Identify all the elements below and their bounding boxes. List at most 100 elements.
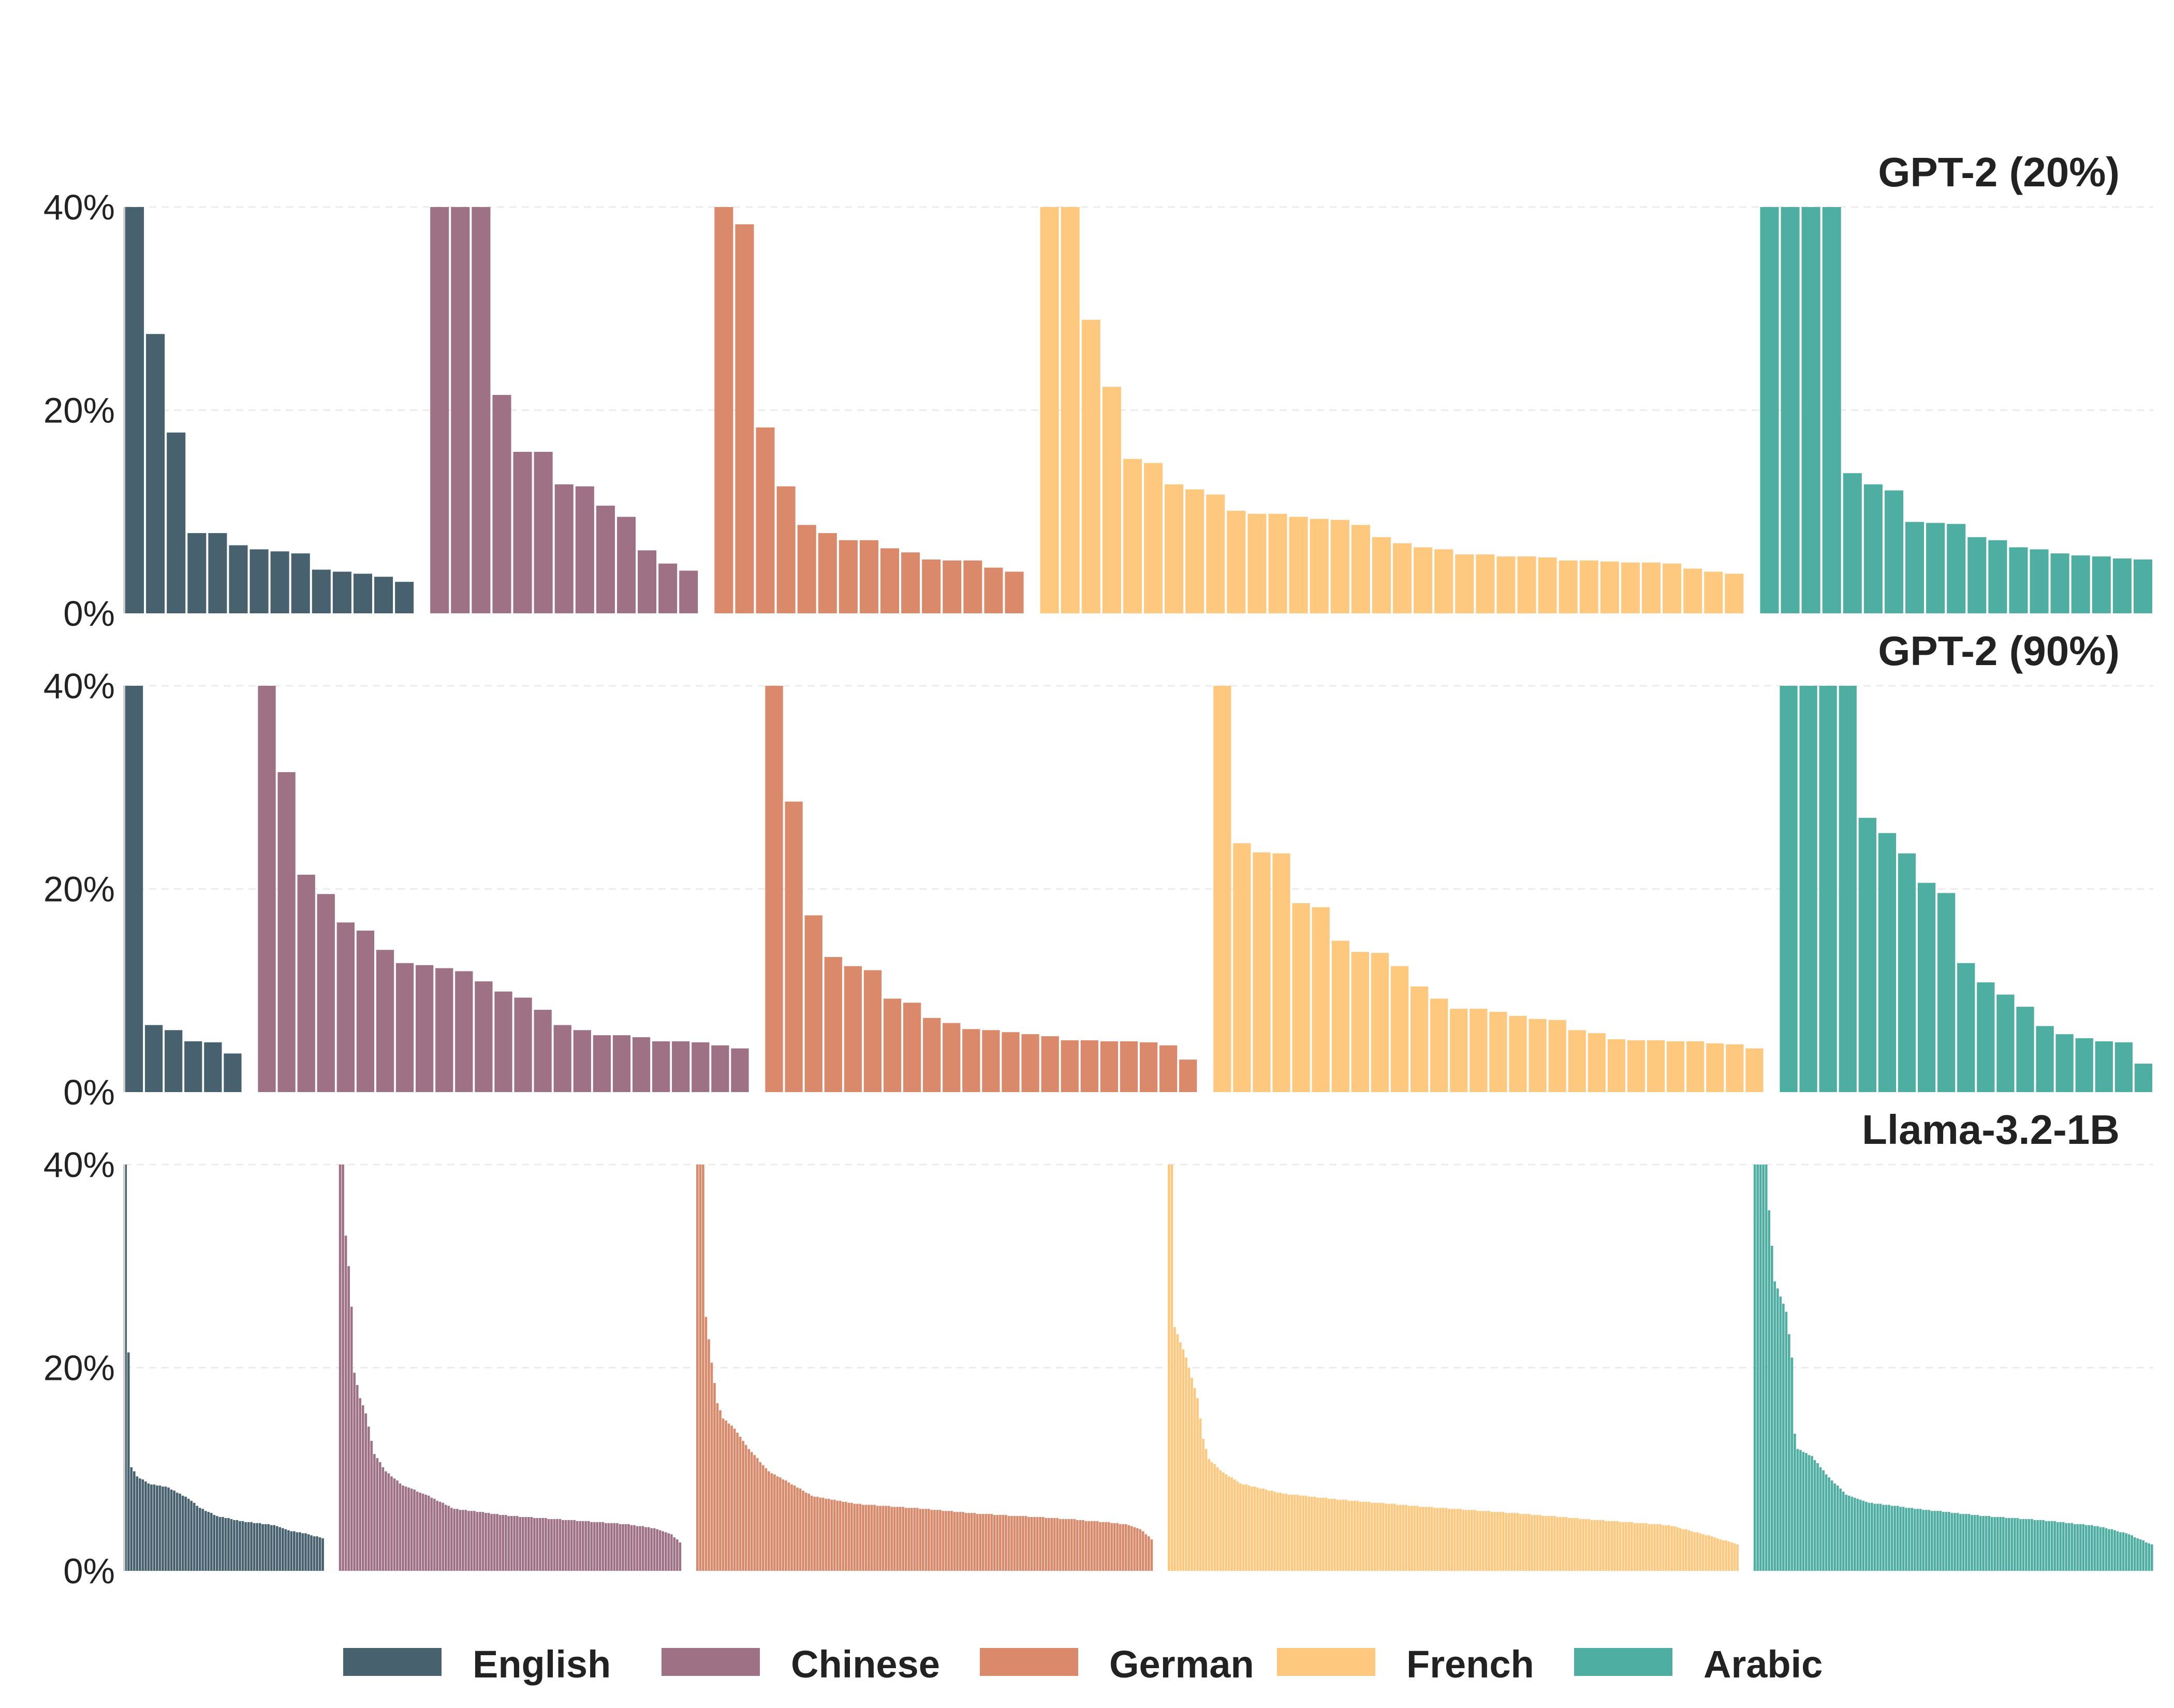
bar	[1896, 1506, 1899, 1571]
bar-group-french	[1213, 686, 1764, 1092]
bar	[679, 570, 698, 613]
bar	[910, 1508, 913, 1571]
bar	[2033, 1520, 2036, 1571]
bar	[1942, 1512, 1945, 1571]
bar	[416, 965, 434, 1092]
bar	[1928, 1510, 1931, 1571]
bar	[407, 1488, 410, 1571]
y-tick-label: 20%	[43, 391, 115, 431]
bar	[1663, 563, 1682, 613]
bar	[361, 1405, 364, 1571]
bar	[1159, 1045, 1178, 1092]
bar	[658, 563, 678, 613]
bar	[481, 1512, 484, 1571]
bar	[1333, 1498, 1336, 1571]
bar	[456, 1509, 459, 1571]
bar	[776, 486, 796, 613]
bar	[1187, 1367, 1191, 1571]
bar	[1813, 1460, 1816, 1571]
bar	[2092, 556, 2111, 613]
bar	[607, 1523, 610, 1571]
bar	[896, 1507, 899, 1571]
bar	[356, 930, 375, 1092]
bar	[747, 1449, 750, 1571]
bar	[204, 1042, 222, 1092]
bar	[1596, 1520, 1599, 1571]
bar	[1359, 1501, 1362, 1571]
legend-swatch	[1574, 1648, 1672, 1676]
bar	[2084, 1525, 2088, 1571]
bar	[1096, 1521, 1099, 1571]
bar	[1988, 1516, 1990, 1571]
bar	[1105, 1522, 1107, 1571]
bar	[419, 1492, 421, 1571]
bar	[393, 1478, 396, 1571]
bar	[2045, 1521, 2048, 1571]
bar	[1905, 1508, 1907, 1571]
bar	[1682, 1529, 1685, 1571]
y-tick-label: 40%	[43, 1145, 115, 1185]
bar	[1621, 562, 1640, 613]
bar	[1636, 1523, 1639, 1571]
bar	[964, 1513, 967, 1571]
bar	[1996, 1516, 1999, 1571]
bar	[1593, 1520, 1596, 1571]
bar	[1644, 1523, 1648, 1571]
bar	[430, 1497, 433, 1571]
bar	[2122, 1532, 2125, 1571]
bar	[1527, 1514, 1531, 1571]
bar	[1316, 1497, 1319, 1571]
bar	[2079, 1524, 2082, 1571]
bar	[462, 1510, 464, 1571]
bar	[475, 981, 493, 1092]
y-tick-label: 0%	[63, 1072, 115, 1112]
bar	[1016, 1516, 1019, 1571]
bar	[1686, 1041, 1705, 1092]
bar	[1206, 494, 1225, 613]
bar	[1013, 1516, 1016, 1571]
bar	[1785, 1312, 1788, 1571]
bar	[1610, 1521, 1613, 1571]
bar	[1622, 1522, 1625, 1571]
bar	[490, 1514, 493, 1571]
bar	[1082, 1520, 1084, 1571]
bar	[124, 1165, 127, 1571]
bar	[1627, 1522, 1630, 1571]
bar	[1414, 547, 1433, 613]
bar	[907, 1508, 910, 1571]
bar	[675, 1539, 679, 1571]
bar	[507, 1516, 510, 1571]
bar	[601, 1522, 605, 1571]
bar	[2030, 549, 2049, 613]
bar	[1330, 1498, 1333, 1571]
bar	[1568, 1030, 1586, 1092]
bar	[1411, 1506, 1413, 1571]
bar	[1289, 517, 1308, 613]
bar	[605, 1523, 607, 1571]
bar	[224, 1053, 242, 1092]
bar	[939, 1510, 942, 1571]
bar	[1247, 513, 1267, 613]
bar	[993, 1515, 996, 1571]
bar	[679, 1542, 682, 1571]
bar	[564, 1520, 567, 1571]
bar	[1019, 1516, 1022, 1571]
bar	[819, 1497, 821, 1571]
bar	[1953, 1513, 1956, 1571]
bar	[810, 1495, 813, 1571]
bar	[1642, 1523, 1644, 1571]
bar	[943, 1023, 961, 1092]
bar	[830, 1499, 833, 1571]
bar	[1005, 571, 1024, 613]
bar	[1702, 1534, 1705, 1571]
bar	[1136, 1528, 1139, 1571]
bar	[1759, 1165, 1762, 1571]
bar	[2088, 1525, 2091, 1571]
bar	[161, 1486, 164, 1571]
bar	[1553, 1516, 1556, 1571]
bar	[2036, 1026, 2054, 1092]
bar	[1799, 1450, 1802, 1571]
bar	[984, 567, 1003, 613]
legend-label: Arabic	[1703, 1643, 1823, 1686]
bar	[759, 1462, 762, 1571]
